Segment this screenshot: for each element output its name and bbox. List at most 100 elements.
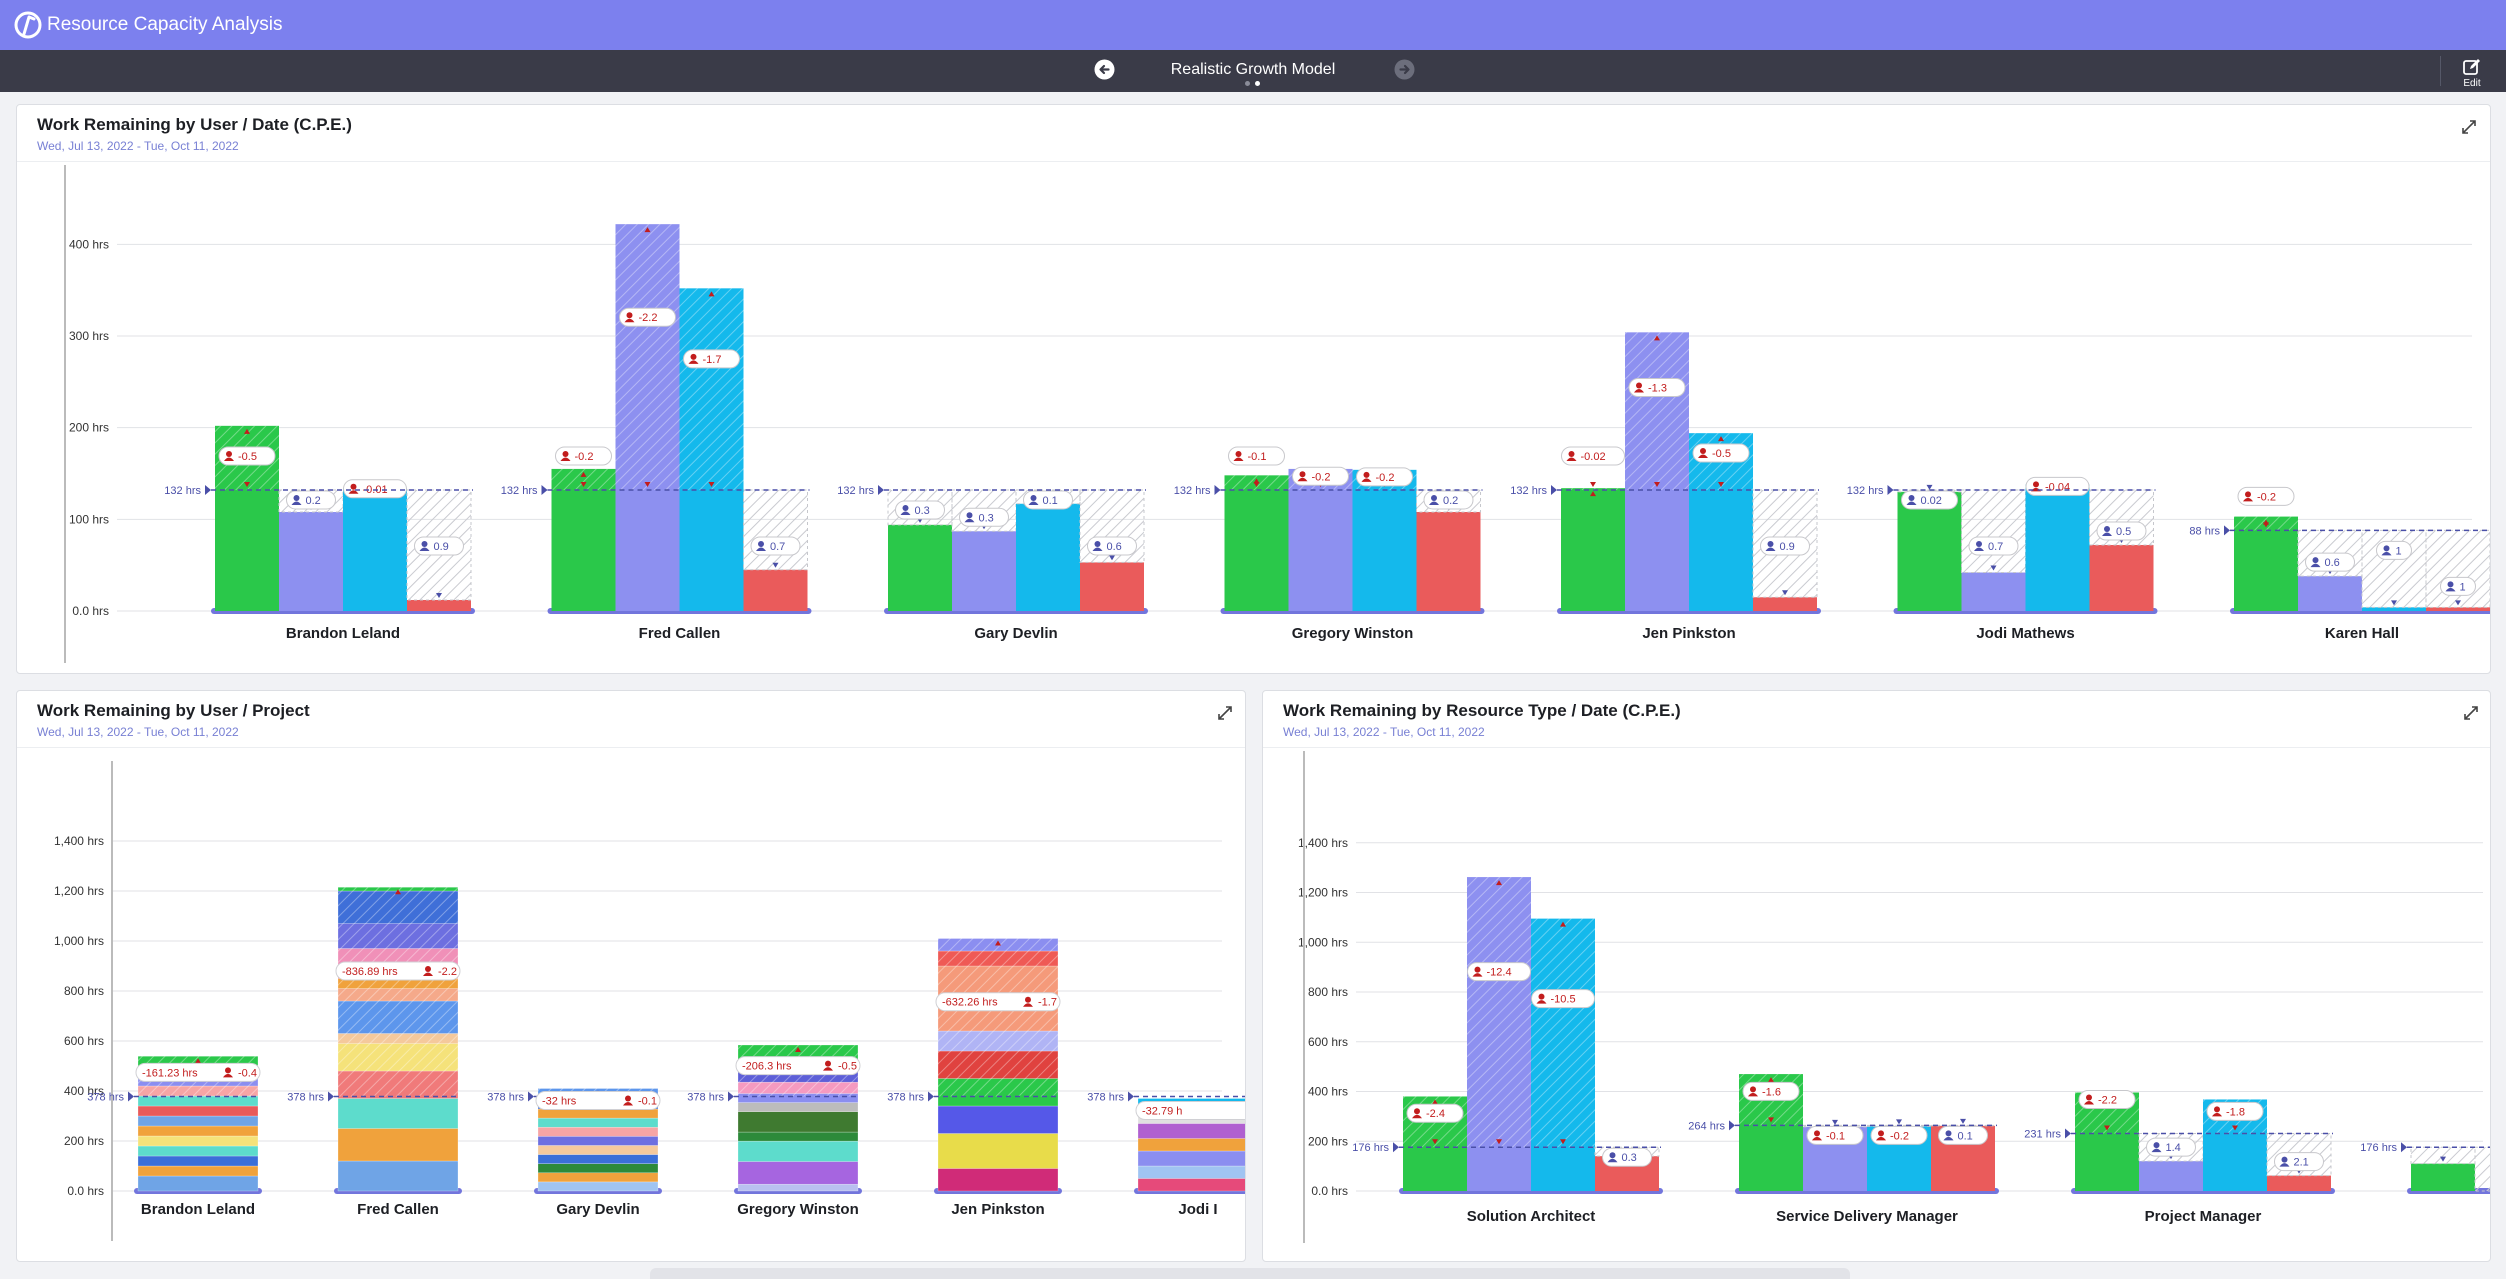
project-segment[interactable] [737,1102,859,1112]
bar[interactable] [2298,576,2362,611]
project-segment[interactable] [137,1115,259,1127]
category-group[interactable]: -0.5 0.2 -0.01 0.9 132 hrs Brandon Leland [164,425,475,642]
work-remaining-by-user-date-panel: Work Remaining by User / Date (C.P.E.) W… [16,104,2491,674]
variance-badge: 0.3 [959,507,1009,527]
project-segment[interactable] [137,1165,259,1177]
bar[interactable] [1224,475,1289,611]
arrow-right-circle-icon[interactable] [1394,59,1415,80]
variance-badge: 0.2 [1423,490,1474,510]
project-segment[interactable] [1137,1165,1245,1179]
edit-button[interactable]: Edit [2452,57,2492,91]
arrow-left-circle-icon[interactable] [1094,59,1115,80]
expand-icon[interactable] [2461,119,2477,135]
category-group[interactable]: 0.3 0.3 0.1 0.6 132 hrs Gary Devlin [837,485,1148,642]
project-segment[interactable] [337,1160,459,1192]
bar[interactable] [1753,597,1817,611]
project-segment[interactable] [137,1145,259,1157]
project-segment[interactable] [737,1140,859,1162]
page-dot-2-active[interactable] [1255,81,1260,86]
project-segment[interactable] [137,1135,259,1147]
bar[interactable] [1961,572,2026,612]
project-segment[interactable] [537,1172,659,1183]
project-segment[interactable] [537,1108,659,1119]
bar[interactable] [1416,512,1481,611]
bar[interactable] [743,569,808,611]
bar[interactable] [1561,488,1625,611]
project-segment[interactable] [737,1161,859,1185]
category-stack[interactable]: 378 hrs -632.26 hrs -1.7 Jen Pinkston [887,938,1062,1219]
user-icon [1538,993,1545,1000]
expand-icon[interactable] [1217,705,1233,721]
project-segment[interactable] [537,1126,659,1137]
project-segment[interactable] [937,1105,1059,1134]
variance-badge: -0.02 [1561,446,1625,466]
project-segment[interactable] [537,1117,659,1128]
category-group[interactable]: -0.2 0.6 1 1 88 hrs Karen Hall [2189,486,2490,642]
project-segment[interactable] [1137,1138,1245,1152]
capacity-marker-icon [2401,1142,2407,1153]
category-stack[interactable]: 378 hrs -836.89 hrs -2.2 Fred Callen [287,887,462,1218]
project-segment[interactable] [537,1136,659,1146]
bar[interactable] [2025,484,2090,612]
app-logo-icon[interactable] [12,9,44,41]
project-segment[interactable] [137,1105,259,1117]
project-segment[interactable] [337,1098,459,1129]
bar[interactable] [2267,1175,2331,1191]
bar[interactable] [2139,1161,2203,1191]
category-group[interactable]: -2.2 1.4 -1.8 2.1 231 hrs Project Manager [2024,1090,2335,1225]
project-segment[interactable] [337,1128,459,1162]
bar[interactable] [2234,516,2298,611]
bar[interactable] [1897,491,1962,611]
category-group[interactable]: -2.4 -12.4 -10.5 0.3 176 hrs Solution Archite… [1352,877,1663,1225]
category-group[interactable]: -0.1 -0.2 -0.2 0.2 132 hrs Gregory Winston [1174,446,1485,642]
bar[interactable] [1080,562,1144,611]
project-segment[interactable] [537,1163,659,1174]
bar[interactable] [551,468,616,611]
bar[interactable] [2411,1163,2475,1191]
project-segment[interactable] [1137,1178,1245,1192]
bar[interactable] [279,512,343,611]
project-segment[interactable] [137,1175,259,1192]
project-segment[interactable] [137,1155,259,1167]
category-group[interactable]: -0.2 -2.2 -1.7 0.7 132 hrs Fred Callen [501,224,812,642]
project-segment[interactable] [137,1095,259,1107]
project-segment[interactable] [1137,1123,1245,1139]
category-stack[interactable]: 378 hrs -32 hrs -0.1 Gary Devlin [487,1088,662,1219]
project-segment[interactable] [537,1154,659,1164]
variance-badge-value: -10.5 [1551,994,1576,1006]
project-segment[interactable] [737,1111,859,1133]
project-segment[interactable] [737,1183,859,1192]
bar[interactable] [343,488,407,611]
variance-badge-value: 0.1 [1043,495,1058,507]
bar[interactable] [1016,503,1080,611]
category-group[interactable]: -1.6 -0.1 -0.2 0.1 264 hrs Service Delivery M… [1688,1074,1999,1225]
bar[interactable] [407,600,471,611]
variance-badge-value: -2.2 [639,312,658,324]
bar[interactable] [2362,607,2426,611]
bar[interactable] [952,531,1016,611]
project-segment[interactable] [737,1131,859,1142]
category-stack[interactable]: 378 hrs -206.3 hrs -0.5 Gregory Winston [687,1044,862,1218]
bar[interactable] [1288,468,1353,611]
bar[interactable] [888,524,952,611]
expand-icon[interactable] [2463,705,2479,721]
bar[interactable] [2426,607,2490,611]
project-segment[interactable] [537,1145,659,1155]
category-stack[interactable]: 378 hrs -161.23 hrs -0.4 Brandon Leland [87,1056,262,1218]
project-segment[interactable] [937,1133,1059,1169]
project-segment[interactable] [937,1168,1059,1192]
bar[interactable] [1352,469,1417,611]
category-group[interactable]: -0.02 -1.3 -0.5 0.9 132 hrs Jen Pinkston [1510,332,1821,642]
project-segment[interactable] [1137,1150,1245,1167]
category-stack[interactable]: 378 hrs -32.79 h Jodi I [1087,1091,1245,1219]
bar[interactable] [2089,545,2154,611]
page-dot-1[interactable] [1245,81,1250,86]
variance-badge: -1.3 [1628,378,1686,398]
project-segment[interactable] [137,1125,259,1137]
category-group[interactable]: 176 hrs [2360,1142,2490,1194]
user-icon-body [756,547,766,551]
user-icon-body [1748,1092,1758,1097]
capacity-arrow-icon [2104,1125,2110,1131]
category-group[interactable]: 0.02 0.7 -0.04 0.5 132 hrs Jodi Mathews [1847,476,2158,642]
project-segment[interactable] [537,1181,659,1192]
